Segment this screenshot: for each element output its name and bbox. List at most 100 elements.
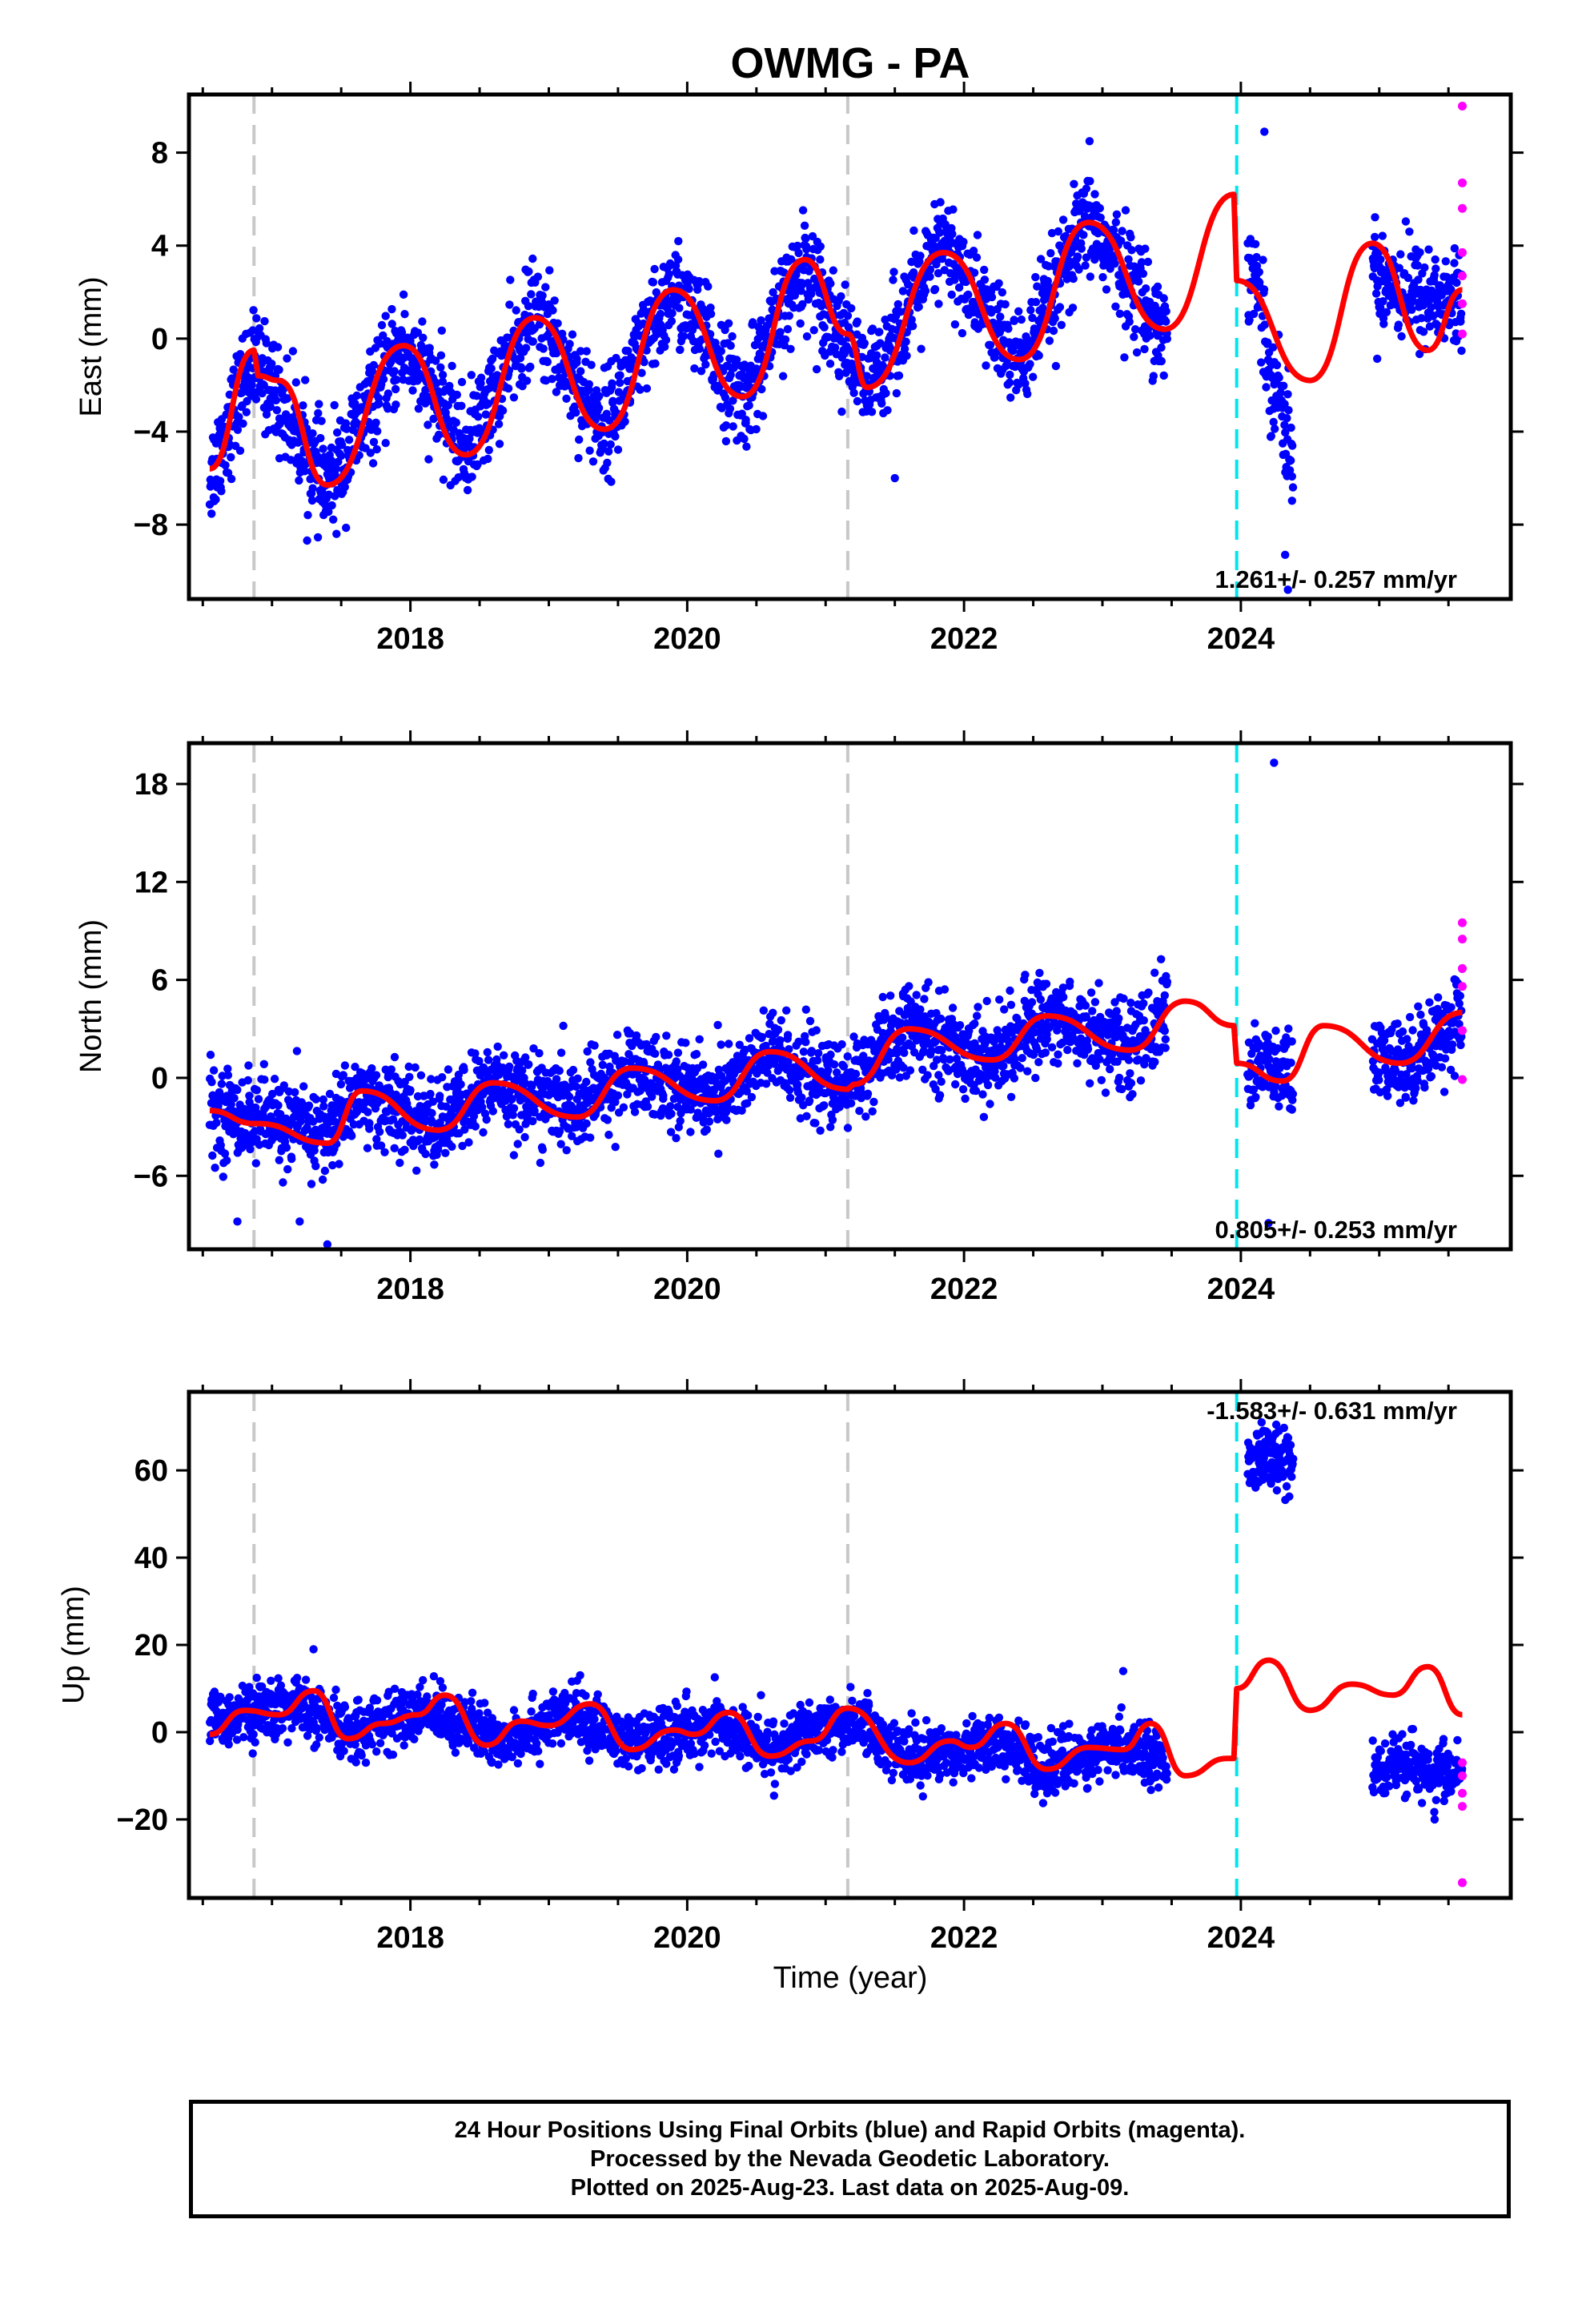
- final-orbit-point: [1023, 1067, 1032, 1076]
- final-orbit-point: [460, 1065, 468, 1075]
- final-orbit-point: [555, 1127, 564, 1136]
- final-orbit-point: [1070, 179, 1078, 188]
- final-orbit-point: [713, 1108, 721, 1117]
- final-orbit-point: [801, 234, 810, 243]
- final-orbit-point: [582, 347, 591, 356]
- final-orbit-point: [541, 283, 550, 292]
- final-orbit-point: [1014, 380, 1023, 389]
- final-orbit-point: [474, 412, 483, 421]
- final-orbit-point: [1072, 199, 1081, 208]
- final-orbit-point: [640, 357, 648, 367]
- final-orbit-point: [1431, 255, 1439, 264]
- final-orbit-point: [506, 275, 515, 284]
- final-orbit-point: [982, 996, 991, 1006]
- final-orbit-point: [835, 1103, 844, 1112]
- final-orbit-point: [695, 1035, 704, 1044]
- final-orbit-point: [666, 1128, 676, 1136]
- final-orbit-point: [812, 1026, 821, 1035]
- final-orbit-point: [725, 1039, 733, 1048]
- final-orbit-point: [1379, 297, 1387, 306]
- final-orbit-point: [267, 360, 276, 368]
- final-orbit-point: [1419, 328, 1428, 336]
- final-orbit-point: [512, 306, 520, 315]
- final-orbit-point: [524, 267, 533, 276]
- final-orbit-point: [811, 1119, 820, 1128]
- final-orbit-point: [317, 416, 326, 425]
- final-orbit-point: [283, 354, 291, 363]
- final-orbit-point: [709, 1087, 718, 1096]
- final-orbit-point: [979, 1112, 989, 1122]
- final-orbit-point: [342, 424, 351, 433]
- y-tick-label: 4: [151, 230, 168, 263]
- final-orbit-point: [586, 1058, 595, 1067]
- final-orbit-point: [1130, 332, 1138, 341]
- y-tick-label: 0: [151, 323, 168, 356]
- final-orbit-point: [1126, 1069, 1134, 1078]
- final-orbit-point: [974, 1003, 982, 1011]
- final-orbit-point: [316, 433, 325, 443]
- final-orbit-point: [1257, 358, 1266, 367]
- final-orbit-point: [1276, 388, 1285, 397]
- final-orbit-point: [796, 319, 805, 328]
- final-orbit-point: [469, 1112, 479, 1120]
- final-orbit-point: [282, 1143, 291, 1152]
- rapid-orbit-point: [1457, 102, 1467, 111]
- final-orbit-point: [860, 339, 869, 348]
- final-orbit-point: [672, 1057, 681, 1066]
- final-orbit-point: [996, 312, 1005, 321]
- final-orbit-point: [373, 427, 382, 436]
- final-orbit-point: [564, 1092, 574, 1101]
- final-orbit-point: [1287, 472, 1297, 481]
- final-orbit-point: [1050, 314, 1059, 323]
- final-orbit-point: [336, 1080, 346, 1089]
- final-orbit-point: [603, 458, 612, 468]
- final-orbit-point: [1041, 1048, 1050, 1057]
- final-orbit-point: [877, 399, 886, 408]
- final-orbit-point: [562, 394, 571, 403]
- final-orbit-point: [1457, 346, 1466, 356]
- final-orbit-point: [1006, 370, 1014, 380]
- final-orbit-point: [805, 1096, 814, 1105]
- final-orbit-point: [484, 399, 493, 408]
- final-orbit-point: [1102, 285, 1111, 294]
- final-orbit-point: [1026, 360, 1034, 368]
- final-orbit-point: [1139, 1016, 1149, 1025]
- final-orbit-point: [924, 978, 933, 987]
- final-orbit-point: [1042, 1035, 1052, 1044]
- final-orbit-point: [381, 312, 390, 320]
- final-orbit-point: [843, 1052, 852, 1061]
- final-orbit-point: [315, 400, 323, 408]
- final-orbit-point: [965, 1027, 974, 1035]
- final-orbit-point: [217, 1080, 227, 1088]
- final-orbit-point: [608, 379, 616, 388]
- final-orbit-point: [921, 287, 930, 296]
- final-orbit-point: [889, 275, 897, 284]
- final-orbit-point: [701, 360, 710, 369]
- final-orbit-point: [365, 1119, 374, 1128]
- final-orbit-point: [396, 1158, 404, 1168]
- final-orbit-point: [576, 347, 585, 356]
- final-orbit-point: [721, 325, 729, 335]
- final-orbit-point: [229, 365, 238, 374]
- final-orbit-point: [912, 991, 921, 999]
- final-orbit-point: [484, 445, 493, 455]
- final-orbit-point: [662, 1031, 671, 1040]
- final-orbit-point: [932, 259, 941, 269]
- final-orbit-point: [816, 1126, 825, 1136]
- final-orbit-point: [643, 1102, 652, 1112]
- final-orbit-point: [859, 1051, 868, 1060]
- final-orbit-point: [1106, 1064, 1114, 1074]
- final-orbit-point: [572, 1082, 580, 1092]
- final-orbit-point: [765, 1030, 773, 1039]
- final-orbit-point: [920, 995, 929, 1003]
- final-orbit-point: [1018, 1054, 1027, 1063]
- final-orbit-point: [404, 1062, 413, 1072]
- final-orbit-point: [1073, 1059, 1082, 1068]
- final-orbit-point: [930, 1061, 938, 1071]
- final-orbit-point: [1014, 307, 1023, 316]
- final-orbit-point: [1118, 227, 1126, 235]
- final-orbit-point: [798, 300, 807, 309]
- rapid-orbit-point: [1457, 329, 1467, 339]
- final-orbit-point: [713, 1115, 722, 1124]
- final-orbit-point: [428, 1097, 437, 1106]
